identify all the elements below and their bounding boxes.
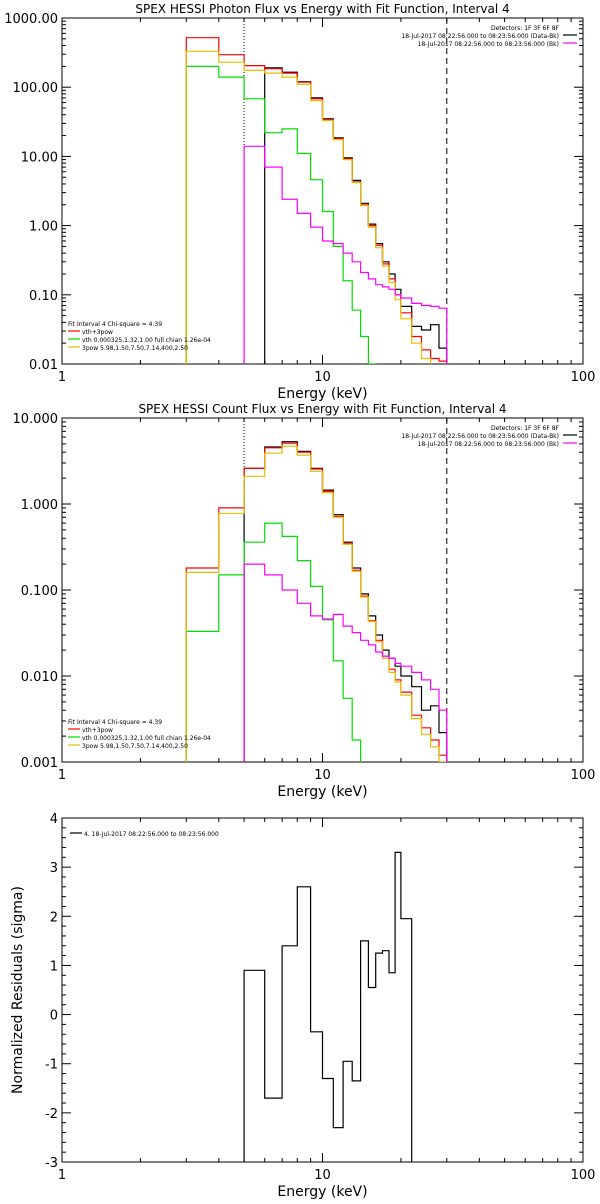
legend-text: vth 0.000325,1.32,1.00 full chian 1.26e-… <box>82 735 211 742</box>
y-tick-label: -3 <box>45 1156 58 1171</box>
series-line-1 <box>264 67 448 364</box>
y-tick-label: 10.00 <box>21 150 58 165</box>
legend-text: vth+3pow <box>82 727 113 734</box>
chart-title: SPEX HESSI Count Flux vs Energy with Fit… <box>138 402 506 416</box>
y-tick-label: 1000.00 <box>4 12 58 27</box>
x-tick-label: 100 <box>571 768 596 783</box>
x-axis-label: Energy (keV) <box>277 784 367 800</box>
y-tick-label: 0 <box>50 1009 58 1024</box>
legend-text: 18-Jul-2017 08:22:56.000 to 08:23:56.000… <box>401 33 559 40</box>
series-line-4 <box>185 50 448 364</box>
y-tick-label: 0.010 <box>21 670 58 685</box>
y-tick-label: 1 <box>50 959 58 974</box>
series-line-3 <box>185 522 369 762</box>
legend-text: 4. 18-Jul-2017 08:22:56.000 to 08:23:56.… <box>84 831 219 838</box>
legend-text: 18-Jul-2017 08:22:56.000 to 08:23:56.000… <box>418 441 559 448</box>
series-line-5 <box>243 145 448 364</box>
series-line-4 <box>185 445 447 762</box>
series-line-2 <box>185 37 448 364</box>
chart-title: SPEX HESSI Photon Flux vs Energy with Fi… <box>135 2 509 16</box>
y-tick-label: 0.10 <box>29 289 58 304</box>
x-tick-label: 1 <box>58 768 66 783</box>
x-tick-label: 10 <box>314 370 331 385</box>
legend-text: 18-Jul-2017 08:22:56.000 to 08:23:56.000… <box>418 41 559 48</box>
series-line-2 <box>185 442 448 762</box>
x-tick-label: 1 <box>58 1168 66 1183</box>
plot-frame <box>61 817 584 1163</box>
legend-text: Fit Interval 4 Chi-square = 4.39 <box>68 719 162 726</box>
legend-text: vth+3pow <box>82 329 113 336</box>
y-axis-label: Normalized Residuals (sigma) <box>10 886 26 1094</box>
legend-text: Fit Interval 4 Chi-square = 4.39 <box>68 321 162 328</box>
y-tick-label: -2 <box>45 1107 58 1122</box>
x-tick-label: 10 <box>314 768 331 783</box>
x-tick-label: 10 <box>314 1168 331 1183</box>
legend-text: 3pow 5.98,1.50,7.50,7.14,400,2.50 <box>82 743 188 750</box>
y-tick-label: 4 <box>50 812 58 827</box>
series-line-1 <box>243 441 448 762</box>
y-tick-label: 1.000 <box>21 498 58 513</box>
y-tick-label: 10.000 <box>13 412 59 427</box>
legend-text: 3pow 5.98,1.50,7.50,7.14,400,2.50 <box>82 345 188 352</box>
x-axis-label: Energy (keV) <box>277 1184 367 1200</box>
chart-panel-2: 1 10 100 0.001 0.010 0.100 1.000 10.000 SPEX HES… <box>13 402 596 800</box>
legend-text: vth 0.000325,1.32,1.00 full chian 1.26e-… <box>82 337 211 344</box>
y-tick-label: 100.00 <box>13 81 59 96</box>
y-tick-label: 1.00 <box>29 220 58 235</box>
series-line-5 <box>243 563 448 762</box>
legend-text: 18-Jul-2017 08:22:56.000 to 08:23:56.000… <box>401 433 559 440</box>
y-tick-label: 3 <box>50 861 58 876</box>
legend-text: Detectors: 1F 3F 6F 8F <box>491 25 560 32</box>
y-tick-label: 0.100 <box>21 584 58 599</box>
series-line-3 <box>185 65 376 364</box>
x-axis-label: Energy (keV) <box>277 386 367 402</box>
y-tick-label: 2 <box>50 910 58 925</box>
chart-panel-3: 1 10 100 -3 -2 -1 0 1 2 3 4 Energy (keV) Normalized … <box>10 812 595 1200</box>
y-tick-label: 0.01 <box>29 358 58 373</box>
chart-panel-1: 1 10 100 0.01 0.10 1.00 10.00 100.00 1000.00 SPEX… <box>4 2 595 402</box>
x-tick-label: 1 <box>58 370 66 385</box>
x-tick-label: 100 <box>571 1168 596 1183</box>
series-line-1 <box>243 851 413 1162</box>
y-tick-label: -1 <box>45 1058 58 1073</box>
legend-text: Detectors: 1F 3F 6F 8F <box>491 425 560 432</box>
x-tick-label: 100 <box>571 370 596 385</box>
y-tick-label: 0.001 <box>21 756 58 771</box>
